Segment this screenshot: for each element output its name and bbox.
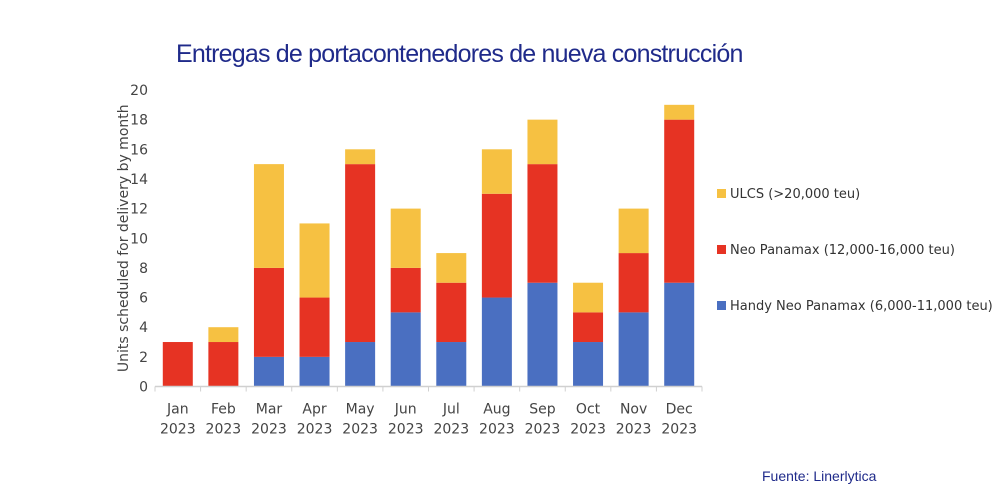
bar-segment	[664, 104, 695, 120]
bar-segment	[573, 342, 604, 387]
y-tick-label: 10	[130, 231, 148, 247]
source-note: Fuente: Linerlytica	[762, 468, 877, 484]
bar-segment	[390, 267, 421, 313]
bar-segment	[573, 282, 604, 313]
x-tick-label: 2023	[297, 422, 333, 438]
x-tick-label: Mar	[256, 402, 283, 418]
x-tick-label: May	[346, 402, 375, 418]
x-tick-label: 2023	[525, 422, 561, 438]
bar-segment	[664, 119, 695, 283]
y-tick-label: 12	[130, 202, 148, 218]
bar-segment	[253, 267, 284, 357]
x-tick-label: Aug	[483, 402, 510, 418]
bar-segment	[208, 327, 239, 343]
bar-segment	[345, 342, 376, 387]
x-tick-label: 2023	[616, 422, 652, 438]
x-tick-label: 2023	[251, 422, 287, 438]
bar-segment	[345, 164, 376, 343]
x-tick-label: 2023	[206, 422, 242, 438]
y-tick-label: 8	[139, 261, 148, 277]
y-tick-label: 6	[139, 291, 148, 307]
bar-segment	[253, 356, 284, 387]
bar-segment	[618, 208, 649, 254]
x-tick-label: Jul	[442, 402, 460, 418]
bar-segment	[253, 164, 284, 268]
legend-label: Neo Panamax (12,000-16,000 teu)	[730, 243, 955, 258]
bar-segment	[527, 282, 558, 387]
bar-segment	[527, 119, 558, 165]
bar-segment	[573, 312, 604, 343]
x-tick-label: Jan	[166, 402, 189, 418]
bar-segment	[664, 282, 695, 387]
y-tick-label: 0	[139, 380, 148, 396]
x-tick-label: 2023	[388, 422, 424, 438]
y-tick-label: 14	[130, 172, 148, 188]
bar-segment	[436, 253, 467, 283]
bar-segment	[436, 342, 467, 387]
x-tick-label: Feb	[211, 402, 236, 418]
x-tick-label: Jun	[394, 402, 417, 418]
bar-segment	[481, 193, 512, 298]
x-tick-label: Nov	[620, 402, 647, 418]
bar-segment	[208, 342, 239, 387]
bar-segment	[299, 297, 330, 357]
y-tick-label: 20	[130, 83, 148, 99]
y-axis-label: Units scheduled for delivery by month	[116, 104, 132, 372]
x-tick-label: Oct	[576, 402, 601, 418]
bar-segment	[299, 356, 330, 387]
bar-segment	[390, 208, 421, 268]
x-tick-label: 2023	[570, 422, 606, 438]
x-tick-label: 2023	[433, 422, 469, 438]
bar-segment	[345, 149, 376, 165]
chart-title: Entregas de portacontenedores de nueva c…	[176, 40, 743, 68]
x-tick-label: 2023	[342, 422, 378, 438]
legend-swatch	[717, 301, 726, 310]
bar-segment	[618, 312, 649, 387]
y-tick-label: 4	[139, 320, 148, 336]
x-tick-label: 2023	[661, 422, 697, 438]
x-tick-label: Dec	[666, 402, 693, 418]
y-tick-label: 16	[130, 142, 148, 158]
legend-label: ULCS (>20,000 teu)	[730, 187, 860, 202]
x-tick-label: 2023	[160, 422, 196, 438]
x-tick-label: 2023	[479, 422, 515, 438]
bar-segment	[299, 223, 330, 298]
y-tick-label: 2	[139, 350, 148, 366]
x-tick-label: Apr	[302, 402, 326, 418]
x-tick-label: Sep	[529, 402, 556, 418]
bar-segment	[390, 312, 421, 387]
bar-segment	[481, 297, 512, 387]
bar-segment	[162, 342, 193, 387]
legend-swatch	[717, 189, 726, 198]
legend-swatch	[717, 245, 726, 254]
legend-label: Handy Neo Panamax (6,000-11,000 teu)	[730, 299, 993, 314]
bar-segment	[481, 149, 512, 194]
y-tick-label: 18	[130, 113, 148, 129]
bar-segment	[527, 164, 558, 283]
bar-segment	[436, 282, 467, 343]
bar-segment	[618, 253, 649, 313]
